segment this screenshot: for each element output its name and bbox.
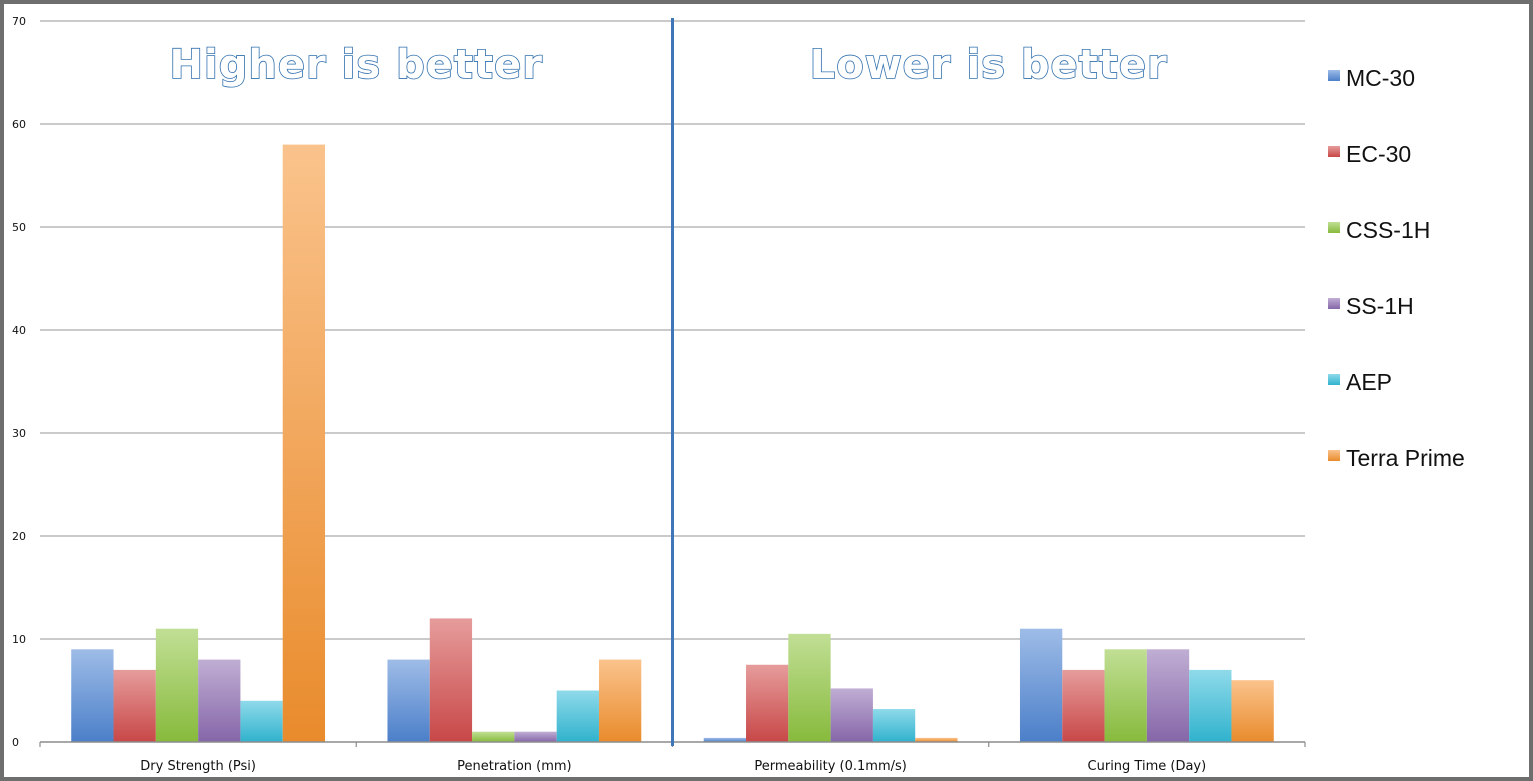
chart-frame: 0 10 20 30 40 50 60 70 Dry Strength (Psi) Penetr… — [4, 4, 1529, 777]
y-tick-label: 20 — [12, 530, 26, 543]
legend-swatch — [1328, 450, 1340, 461]
category-label: Dry Strength (Psi) — [140, 759, 256, 774]
y-tick-label: 40 — [12, 324, 26, 337]
bar-mc-30 — [1019, 628, 1063, 742]
category-label: Curing Time (Day) — [1088, 759, 1207, 774]
bar-mc-30 — [71, 649, 114, 742]
bar-aep — [556, 690, 599, 742]
bar-chart: 0 10 20 30 40 50 60 70 Dry Strength (Psi) Penetr… — [12, 15, 1465, 774]
bar-css-1h — [1104, 649, 1147, 742]
legend-swatch — [1328, 374, 1340, 385]
bar-ss-1h — [830, 688, 873, 742]
category-labels: Dry Strength (Psi) Penetration (mm) Permea… — [140, 759, 1206, 774]
bar-terra-prime — [1231, 680, 1274, 742]
bar-mc-30 — [703, 737, 747, 742]
legend: MC-30 EC-30 CSS-1H SS-1H AEP Terra Prime — [1328, 65, 1465, 471]
bar-ec-30 — [113, 669, 156, 742]
legend-label: SS-1H — [1346, 293, 1414, 319]
bar-css-1h — [472, 731, 515, 742]
bars — [71, 144, 1274, 743]
legend-swatch — [1328, 146, 1340, 157]
bar-terra-prime — [598, 659, 642, 742]
bar-ss-1h — [514, 731, 557, 742]
y-tick-label: 30 — [12, 427, 26, 440]
y-tick-label: 50 — [12, 221, 26, 234]
legend-label: AEP — [1346, 369, 1392, 395]
legend-label: Terra Prime — [1346, 445, 1465, 471]
annotation-higher-is-better: Higher is better — [170, 42, 543, 88]
legend-label: CSS-1H — [1346, 217, 1430, 243]
bar-mc-30 — [387, 659, 430, 742]
y-tick-label: 60 — [12, 118, 26, 131]
bar-css-1h — [155, 628, 199, 742]
legend-label: MC-30 — [1346, 65, 1415, 91]
bar-terra-prime — [915, 737, 958, 742]
annotation-lower-is-better: Lower is better — [810, 42, 1168, 88]
y-axis-ticks: 0 10 20 30 40 50 60 70 — [12, 15, 26, 749]
legend-swatch — [1328, 298, 1340, 309]
bar-ss-1h — [1146, 649, 1190, 742]
bar-aep — [872, 709, 916, 742]
bar-terra-prime — [282, 144, 326, 743]
legend-swatch — [1328, 70, 1340, 81]
bar-ec-30 — [1062, 669, 1105, 742]
bar-ss-1h — [198, 659, 241, 742]
y-tick-label: 0 — [12, 736, 19, 749]
bar-css-1h — [788, 633, 831, 742]
category-label: Penetration (mm) — [457, 759, 572, 774]
bar-aep — [1189, 669, 1232, 742]
legend-label: EC-30 — [1346, 141, 1411, 167]
y-tick-label: 10 — [12, 633, 26, 646]
category-label: Permeability (0.1mm/s) — [754, 759, 906, 774]
bar-aep — [240, 700, 283, 742]
y-tick-label: 70 — [12, 15, 26, 28]
bar-ec-30 — [746, 664, 789, 742]
bar-ec-30 — [429, 618, 473, 742]
legend-swatch — [1328, 222, 1340, 233]
